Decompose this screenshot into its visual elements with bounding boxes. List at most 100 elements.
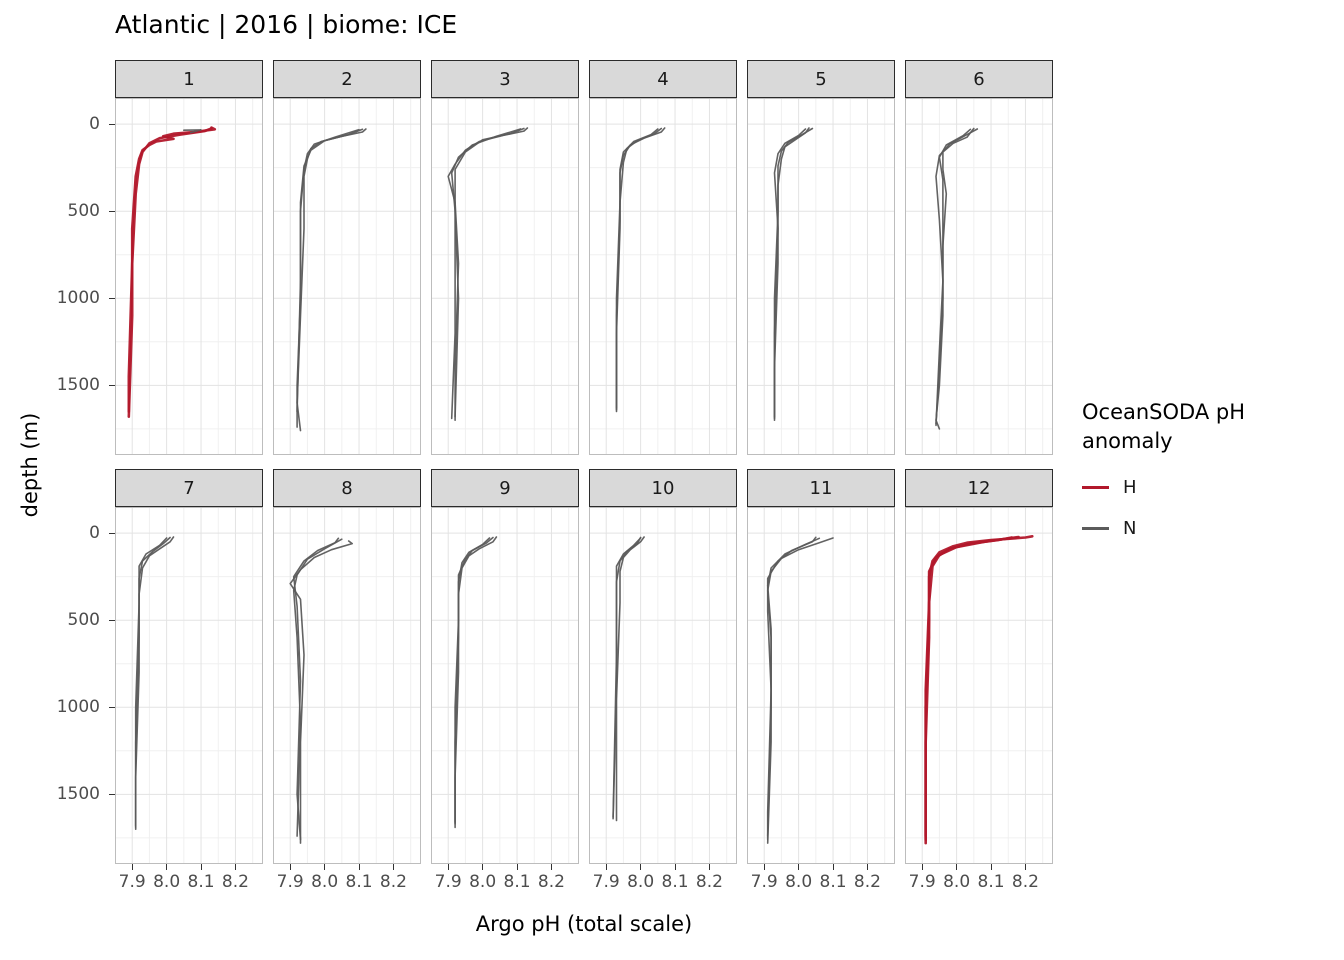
x-tick-mark (605, 864, 607, 870)
facet-panel (905, 507, 1053, 864)
facet-7: 7 7.9 8.0 8.1 8.2 (115, 469, 263, 892)
facet-strip-label: 8 (273, 469, 421, 507)
y-tick-mark (109, 385, 115, 387)
facet-strip-label: 12 (905, 469, 1053, 507)
legend-title: OceanSODA pH anomaly (1082, 400, 1245, 454)
y-tick-label: 0 (89, 114, 100, 135)
x-tick-mark (832, 864, 834, 870)
profile-line (935, 128, 972, 425)
profile-line (615, 127, 663, 409)
facet-5: 5 (747, 60, 895, 455)
profile-line (296, 128, 364, 413)
profile-line (134, 536, 171, 827)
x-tick-mark (674, 864, 676, 870)
panel-background (905, 507, 1053, 864)
legend-label: H (1123, 476, 1137, 498)
x-tick-mark (798, 864, 800, 870)
y-tick-label: 1000 (56, 288, 100, 309)
panel-border (115, 98, 263, 455)
profile-line (766, 537, 821, 837)
facet-panel (589, 507, 737, 864)
x-tick-label: 8.0 (153, 872, 181, 892)
panel-background (431, 98, 579, 455)
x-tick-label: 8.0 (311, 872, 339, 892)
legend-entry-N: N (1082, 518, 1332, 539)
x-tick-mark (200, 864, 202, 870)
y-tick-mark (109, 620, 115, 622)
facet-strip-label: 2 (273, 60, 421, 98)
profile-line (292, 538, 343, 837)
y-tick-label: 1500 (56, 784, 100, 805)
panel-border (747, 507, 895, 864)
y-tick-label: 0 (89, 523, 100, 544)
x-tick-label: 8.0 (785, 872, 813, 892)
x-tick-mark (482, 864, 484, 870)
panel-border (431, 507, 579, 864)
panel-background (747, 98, 895, 455)
panel-border (905, 507, 1053, 864)
facet-6: 6 (905, 60, 1053, 455)
facet-strip-label: 7 (115, 469, 263, 507)
legend-entry-H: H (1082, 477, 1332, 498)
facet-panel (431, 507, 579, 864)
facet-1: 1 (115, 60, 263, 455)
x-tick-label: 7.9 (750, 872, 778, 892)
profile-line (924, 535, 1020, 838)
facet-row-1: 1 2 3 4 5 6 0 500 1000 1500 (0, 60, 1344, 455)
x-tick-label: 7.9 (908, 872, 936, 892)
facet-8: 8 7.9 8.0 8.1 8.2 (273, 469, 421, 892)
y-tick-mark (109, 211, 115, 213)
facet-3: 3 (431, 60, 579, 455)
x-tick-mark (131, 864, 133, 870)
x-tick-label: 8.2 (379, 872, 407, 892)
facet-panel (273, 98, 421, 455)
x-tick-mark (516, 864, 518, 870)
x-tick-mark (234, 864, 236, 870)
profile-line (612, 536, 642, 818)
x-tick-mark (956, 864, 958, 870)
x-tick-label: 7.9 (592, 872, 620, 892)
facet-strip-label: 4 (589, 60, 737, 98)
x-tick-mark (990, 864, 992, 870)
x-tick-label: 8.0 (469, 872, 497, 892)
panel-background (273, 507, 421, 864)
y-tick-label: 500 (67, 610, 100, 631)
chart-title: Atlantic | 2016 | biome: ICE (115, 10, 458, 39)
x-axis-title: Argo pH (total scale) (475, 912, 693, 936)
y-tick-label: 1000 (56, 697, 100, 718)
panel-background (589, 98, 737, 455)
panel-border (589, 507, 737, 864)
legend-swatch-icon (1082, 526, 1109, 530)
x-tick-label: 8.0 (627, 872, 655, 892)
y-tick-mark (109, 533, 115, 535)
x-tick-mark (866, 864, 868, 870)
profile-line (935, 128, 979, 427)
facet-strip-label: 11 (747, 469, 895, 507)
x-tick-label: 8.1 (187, 872, 215, 892)
facet-strip-label: 1 (115, 60, 263, 98)
facet-strip-label: 3 (431, 60, 579, 98)
legend-label: N (1123, 517, 1137, 539)
x-tick-label: 8.2 (1011, 872, 1039, 892)
x-tick-label: 8.1 (661, 872, 689, 892)
profile-line (289, 540, 353, 844)
profile-line (773, 127, 814, 418)
x-tick-label: 8.1 (977, 872, 1005, 892)
profile-line (127, 127, 213, 413)
x-tick-mark (640, 864, 642, 870)
y-tick-mark (109, 707, 115, 709)
x-tick-label: 8.1 (503, 872, 531, 892)
y-tick-mark (109, 124, 115, 126)
panel-border (905, 98, 1053, 455)
panel-border (589, 98, 737, 455)
x-tick-label: 8.2 (853, 872, 881, 892)
x-tick-label: 8.2 (695, 872, 723, 892)
facet-grid: 1 2 3 4 5 6 0 500 1000 1500 7 7.9 8.0 8.1 8.2 8 7.9 8.0 8… (0, 60, 1344, 892)
x-tick-mark (447, 864, 449, 870)
x-tick-label: 7.9 (118, 872, 146, 892)
facet-10: 10 7.9 8.0 8.1 8.2 (589, 469, 737, 892)
facet-row-2: 7 7.9 8.0 8.1 8.2 8 7.9 8.0 8.1 8.2 9 7.9 8.0 8.1 8.2 1… (0, 469, 1344, 892)
panel-border (273, 98, 421, 455)
